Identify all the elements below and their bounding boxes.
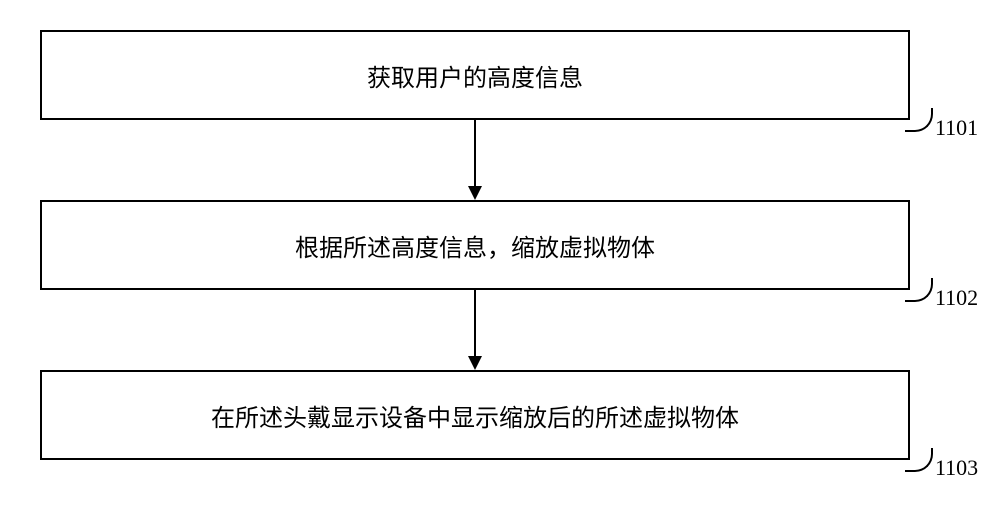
callout-curve-1102 <box>905 278 933 302</box>
step-text-1102: 根据所述高度信息，缩放虚拟物体 <box>295 228 655 263</box>
flowchart-canvas: 获取用户的高度信息 1101 根据所述高度信息，缩放虚拟物体 1102 在所述头… <box>0 0 1000 528</box>
step-label-1101: 1101 <box>935 115 978 141</box>
step-box-1103: 在所述头戴显示设备中显示缩放后的所述虚拟物体 <box>40 370 910 460</box>
step-text-1103: 在所述头戴显示设备中显示缩放后的所述虚拟物体 <box>211 398 739 433</box>
arrow-1101-to-1102 <box>463 120 487 200</box>
step-text-1101: 获取用户的高度信息 <box>367 58 583 93</box>
callout-curve-1101 <box>905 108 933 132</box>
step-label-1103: 1103 <box>935 455 978 481</box>
step-box-1101: 获取用户的高度信息 <box>40 30 910 120</box>
step-label-1102: 1102 <box>935 285 978 311</box>
step-box-1102: 根据所述高度信息，缩放虚拟物体 <box>40 200 910 290</box>
arrow-1102-to-1103 <box>463 290 487 370</box>
callout-curve-1103 <box>905 448 933 472</box>
